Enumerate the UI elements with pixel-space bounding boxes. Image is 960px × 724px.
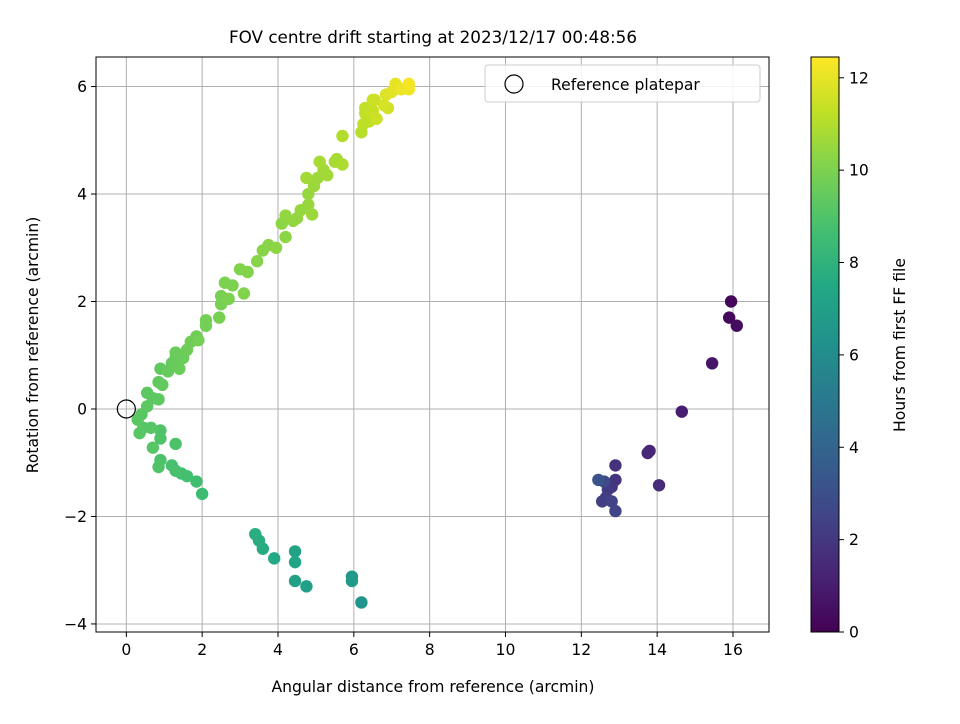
data-point bbox=[133, 426, 146, 440]
data-point bbox=[345, 574, 359, 588]
y-tick-label: −4 bbox=[64, 615, 87, 633]
y-tick-label: 4 bbox=[77, 186, 87, 204]
data-point bbox=[279, 230, 292, 244]
y-axis-label: Rotation from reference (arcmin) bbox=[24, 217, 42, 474]
x-tick-label: 14 bbox=[647, 641, 667, 659]
data-point bbox=[146, 441, 160, 454]
colorbar-tick-label: 2 bbox=[849, 531, 859, 549]
data-point bbox=[269, 241, 283, 254]
scatter-points bbox=[131, 77, 743, 609]
chart-title: FOV centre drift starting at 2023/12/17 … bbox=[229, 27, 637, 47]
plot-frame bbox=[95, 56, 770, 633]
colorbar-tick-label: 12 bbox=[849, 69, 869, 87]
data-point bbox=[595, 495, 609, 508]
data-point bbox=[641, 446, 654, 460]
y-tick-label: −2 bbox=[64, 508, 87, 526]
y-axis-ticks: −4 −2 0 2 4 6 bbox=[64, 78, 96, 633]
x-tick-label: 16 bbox=[723, 641, 743, 659]
data-point bbox=[213, 311, 226, 324]
x-tick-label: 0 bbox=[121, 641, 131, 659]
legend-label-reference-platepar: Reference platepar bbox=[551, 76, 700, 94]
data-point bbox=[705, 357, 719, 370]
data-point bbox=[195, 487, 209, 501]
legend: Reference platepar bbox=[484, 64, 761, 103]
grid bbox=[96, 57, 769, 632]
y-tick-label: 6 bbox=[77, 78, 87, 96]
data-point bbox=[675, 405, 688, 418]
x-tick-label: 4 bbox=[273, 641, 283, 659]
colorbar-tick-label: 0 bbox=[849, 624, 859, 642]
data-point bbox=[377, 99, 391, 112]
x-tick-label: 12 bbox=[571, 641, 591, 659]
data-point bbox=[368, 93, 381, 107]
data-point bbox=[268, 552, 281, 565]
data-point bbox=[152, 375, 165, 389]
data-point bbox=[609, 459, 622, 472]
data-point bbox=[249, 527, 262, 541]
data-point bbox=[370, 112, 383, 125]
data-point bbox=[336, 129, 349, 143]
data-point bbox=[288, 555, 302, 569]
data-point bbox=[300, 580, 313, 593]
data-point bbox=[250, 255, 264, 268]
colorbar-ticks: 0 2 4 6 8 10 12 bbox=[839, 69, 869, 642]
data-point bbox=[222, 292, 235, 306]
colorbar-tick-label: 4 bbox=[849, 439, 859, 457]
data-point bbox=[313, 155, 326, 168]
reference-marker bbox=[116, 399, 136, 419]
data-point bbox=[288, 574, 302, 588]
data-point bbox=[724, 295, 738, 308]
data-point bbox=[402, 77, 416, 91]
colorbar-tick-label: 8 bbox=[849, 254, 859, 272]
data-point bbox=[300, 171, 313, 185]
x-tick-label: 8 bbox=[425, 641, 435, 659]
data-point bbox=[288, 545, 302, 558]
data-point bbox=[192, 334, 205, 347]
legend-box bbox=[484, 64, 761, 103]
data-point bbox=[237, 287, 251, 300]
colorbar-tick-label: 10 bbox=[849, 162, 869, 180]
data-point bbox=[140, 386, 154, 400]
plot-area: 0 2 4 6 8 10 12 14 16 −4 −2 0 2 4 6 bbox=[64, 56, 770, 659]
data-point bbox=[152, 393, 165, 406]
data-point bbox=[355, 596, 368, 609]
data-point bbox=[305, 208, 319, 221]
data-point bbox=[730, 319, 743, 332]
colorbar: 0 2 4 6 8 10 12 Hours from first FF file bbox=[810, 56, 909, 642]
data-point bbox=[173, 362, 186, 375]
data-point bbox=[169, 437, 182, 451]
legend-reference-marker bbox=[504, 74, 524, 94]
data-point bbox=[190, 475, 203, 488]
data-point bbox=[336, 158, 349, 171]
y-tick-label: 2 bbox=[77, 293, 87, 311]
data-point bbox=[154, 424, 167, 437]
data-point bbox=[609, 504, 622, 518]
data-point bbox=[152, 460, 165, 474]
data-point bbox=[165, 459, 179, 472]
colorbar-label: Hours from first FF file bbox=[891, 258, 909, 432]
data-point bbox=[241, 265, 254, 279]
data-point bbox=[302, 198, 315, 211]
x-tick-label: 10 bbox=[496, 641, 516, 659]
data-point bbox=[321, 169, 334, 182]
data-point bbox=[605, 495, 618, 508]
data-point bbox=[199, 314, 213, 327]
data-point bbox=[722, 311, 736, 324]
x-axis-ticks: 0 2 4 6 8 10 12 14 16 bbox=[121, 632, 743, 659]
data-point bbox=[652, 479, 666, 492]
x-axis-label: Angular distance from reference (arcmin) bbox=[271, 678, 594, 696]
data-point bbox=[592, 473, 605, 487]
colorbar-gradient bbox=[810, 56, 840, 633]
colorbar-tick-label: 6 bbox=[849, 346, 859, 364]
x-tick-label: 6 bbox=[349, 641, 359, 659]
y-tick-label: 0 bbox=[77, 400, 87, 418]
data-point bbox=[218, 276, 232, 289]
x-tick-label: 2 bbox=[197, 641, 207, 659]
